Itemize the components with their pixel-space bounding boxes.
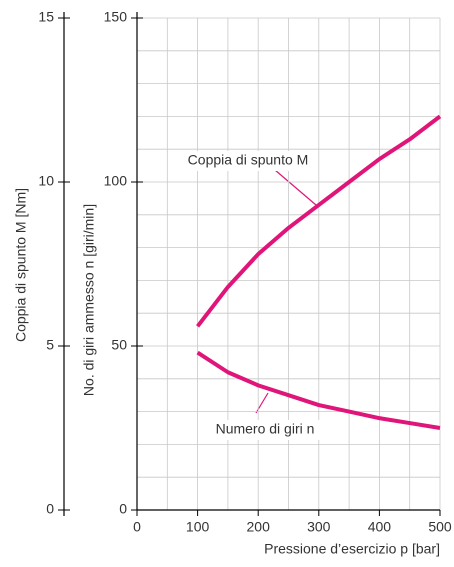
x-tick-label: 0 (133, 519, 141, 535)
x-tick-label: 100 (186, 519, 210, 535)
y-tick-label: 0 (119, 501, 127, 517)
y2-tick-label: 15 (38, 9, 54, 25)
x-tick-label: 500 (428, 519, 452, 535)
label-background (182, 151, 314, 171)
y2-axis-label: Coppia di spunto M [Nm] (13, 188, 29, 342)
y2-tick-label: 5 (46, 337, 54, 353)
x-axis-label: Pressione d’esercizio p [bar] (264, 541, 440, 557)
x-tick-label: 400 (368, 519, 392, 535)
y-tick-label: 100 (104, 173, 128, 189)
series-line (196, 114, 442, 328)
y-tick-label: 50 (111, 337, 127, 353)
x-tick-label: 300 (307, 519, 331, 535)
series-line (196, 350, 441, 430)
y-axis-label: No. di giri ammesso n [giri/min] (81, 204, 97, 396)
y2-tick-label: 10 (38, 173, 54, 189)
leader-line (255, 392, 269, 414)
series-label: Numero di giri n (216, 421, 315, 437)
x-tick-label: 200 (247, 519, 271, 535)
y2-tick-label: 0 (46, 501, 54, 517)
leader-line (274, 169, 317, 206)
series-label: Coppia di spunto M (188, 152, 309, 168)
label-background (199, 420, 331, 440)
y-tick-label: 150 (104, 9, 128, 25)
